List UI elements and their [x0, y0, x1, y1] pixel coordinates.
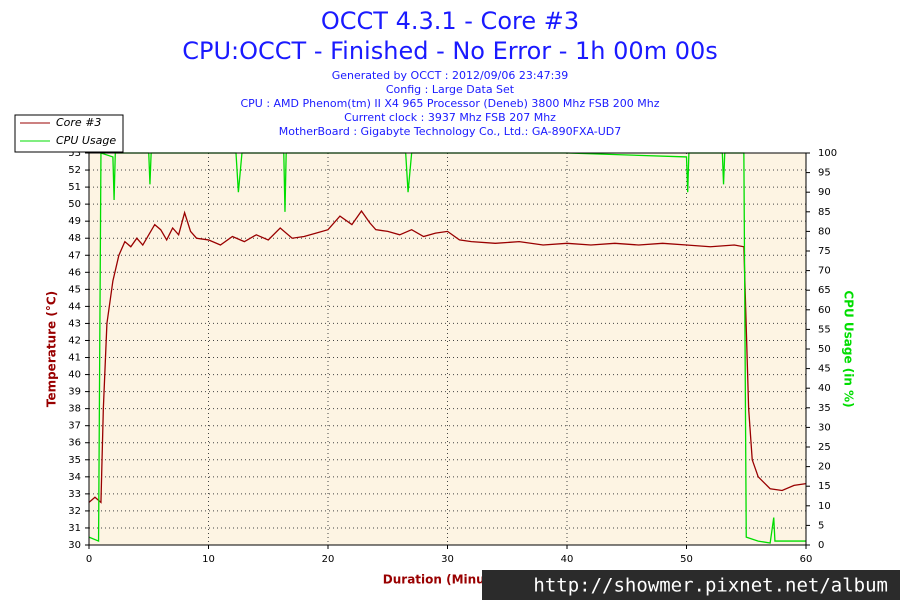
y2-tick-label: 45 — [818, 364, 831, 375]
x-axis-label: Duration (Minutes) — [383, 573, 511, 587]
info-line: MotherBoard : Gigabyte Technology Co., L… — [279, 125, 622, 138]
info-line: CPU : AMD Phenom(tm) II X4 965 Processor… — [240, 97, 659, 110]
y2-tick-label: 55 — [818, 324, 831, 335]
x-tick-label: 10 — [202, 554, 215, 565]
x-tick-label: 40 — [561, 554, 574, 565]
y-tick-label: 37 — [68, 421, 81, 432]
y-tick-label: 30 — [68, 540, 81, 551]
y-tick-label: 42 — [68, 335, 81, 346]
x-tick-label: 30 — [441, 554, 454, 565]
y2-axis-label: CPU Usage (in %) — [842, 290, 856, 407]
y2-tick-label: 65 — [818, 285, 831, 296]
y-tick-label: 47 — [68, 250, 81, 261]
y-tick-label: 34 — [68, 472, 81, 483]
y-tick-label: 32 — [68, 506, 81, 517]
y-tick-label: 33 — [68, 489, 81, 500]
chart-subtitle: CPU:OCCT - Finished - No Error - 1h 00m … — [182, 37, 718, 65]
y-tick-label: 51 — [68, 182, 81, 193]
y2-tick-label: 90 — [818, 187, 831, 198]
y2-tick-label: 0 — [818, 540, 824, 551]
y2-tick-label: 95 — [818, 168, 831, 179]
legend-label: CPU Usage — [56, 134, 116, 147]
y2-tick-label: 25 — [818, 442, 831, 453]
watermark-bar — [482, 570, 900, 600]
y-tick-label: 52 — [68, 165, 81, 176]
series-line — [88, 209, 807, 504]
y2-tick-label: 10 — [818, 501, 831, 512]
y-tick-label: 53 — [68, 148, 81, 159]
y-tick-label: 35 — [68, 455, 81, 466]
legend-label: Core #3 — [56, 116, 101, 129]
y-tick-label: 45 — [68, 284, 81, 295]
watermark: http://showmer.pixnet.net/album — [533, 575, 888, 597]
y-tick-label: 44 — [68, 301, 81, 312]
x-tick-label: 60 — [800, 554, 813, 565]
marks: 30 31 32 33 34 35 36 37 38 39 40 41 42 43 44 45 46 47 48 49… — [68, 148, 837, 565]
y2-tick-label: 30 — [818, 422, 831, 433]
y2-tick-label: 85 — [818, 207, 831, 218]
y2-tick-label: 75 — [818, 246, 831, 257]
y-tick-label: 31 — [68, 523, 81, 534]
y2-tick-label: 70 — [818, 266, 831, 277]
legend-box — [14, 114, 124, 153]
y-tick-label: 41 — [68, 353, 81, 364]
info-line: Config : Large Data Set — [386, 83, 515, 96]
y2-tick-label: 60 — [818, 305, 831, 316]
y-tick-label: 46 — [68, 267, 81, 278]
y2-tick-label: 15 — [818, 481, 831, 492]
y2-tick-label: 5 — [818, 520, 824, 531]
y-tick-label: 48 — [68, 233, 81, 244]
y2-tick-label: 80 — [818, 226, 831, 237]
y-tick-label: 36 — [68, 438, 81, 449]
y-tick-label: 50 — [68, 199, 81, 210]
x-tick-label: 50 — [680, 554, 693, 565]
y-axis-label: Temperature (°C) — [45, 291, 59, 407]
y-tick-label: 39 — [68, 387, 81, 398]
x-tick-label: 20 — [322, 554, 335, 565]
y2-tick-label: 35 — [818, 403, 831, 414]
chart-title: OCCT 4.3.1 - Core #3 — [321, 7, 579, 35]
y2-tick-label: 20 — [818, 462, 831, 473]
y-tick-label: 40 — [68, 370, 81, 381]
plot-border — [88, 152, 807, 546]
y-tick-label: 49 — [68, 216, 81, 227]
info-line: Current clock : 3937 Mhz FSB 207 Mhz — [344, 111, 556, 124]
y2-tick-label: 40 — [818, 383, 831, 394]
legend: Core #3 CPU Usage — [14, 114, 124, 153]
y-tick-label: 38 — [68, 404, 81, 415]
y2-tick-label: 100 — [818, 148, 837, 159]
y2-tick-label: 50 — [818, 344, 831, 355]
y-tick-label: 43 — [68, 318, 81, 329]
info-line: Generated by OCCT : 2012/09/06 23:47:39 — [332, 69, 569, 82]
x-tick-label: 0 — [86, 554, 92, 565]
